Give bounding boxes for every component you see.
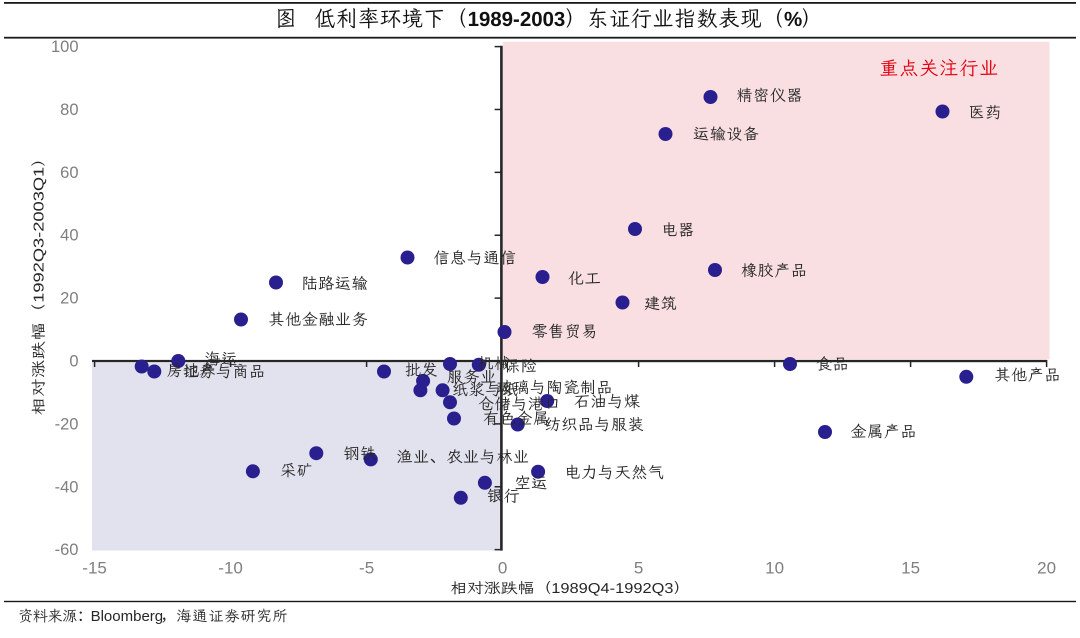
svg-text:40: 40 xyxy=(60,227,78,245)
svg-text:20: 20 xyxy=(60,290,78,308)
svg-text:15: 15 xyxy=(901,559,920,578)
svg-text:100: 100 xyxy=(51,38,79,56)
svg-text:60: 60 xyxy=(60,164,78,182)
svg-text:Bloomberg: Bloomberg xyxy=(91,608,164,625)
svg-text:5: 5 xyxy=(634,559,643,578)
svg-text:0: 0 xyxy=(498,559,507,578)
svg-text:-20: -20 xyxy=(55,415,79,433)
svg-text:-5: -5 xyxy=(359,559,374,578)
svg-text:-10: -10 xyxy=(218,559,243,578)
svg-text:20: 20 xyxy=(1037,559,1056,578)
svg-text:-15: -15 xyxy=(82,559,107,578)
svg-text:-40: -40 xyxy=(55,478,79,496)
svg-text:80: 80 xyxy=(60,101,78,119)
svg-text:-60: -60 xyxy=(55,541,79,559)
svg-text:0: 0 xyxy=(69,353,78,371)
svg-text:10: 10 xyxy=(765,559,784,578)
